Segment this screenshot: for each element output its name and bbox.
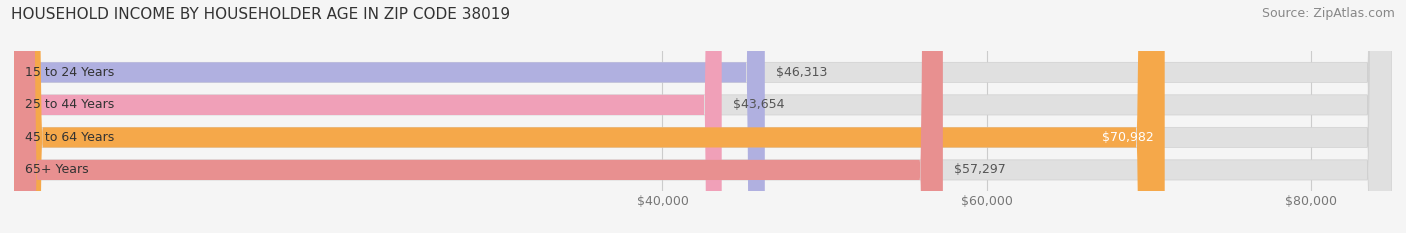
FancyBboxPatch shape — [14, 0, 1392, 233]
Text: $57,297: $57,297 — [953, 163, 1005, 176]
Text: $70,982: $70,982 — [1102, 131, 1154, 144]
FancyBboxPatch shape — [14, 0, 1164, 233]
Text: 45 to 64 Years: 45 to 64 Years — [25, 131, 114, 144]
FancyBboxPatch shape — [14, 0, 721, 233]
Text: $46,313: $46,313 — [776, 66, 827, 79]
FancyBboxPatch shape — [14, 0, 1392, 233]
FancyBboxPatch shape — [14, 0, 1392, 233]
FancyBboxPatch shape — [14, 0, 1392, 233]
Text: $43,654: $43,654 — [733, 98, 785, 111]
FancyBboxPatch shape — [14, 0, 943, 233]
Text: 65+ Years: 65+ Years — [25, 163, 89, 176]
Text: Source: ZipAtlas.com: Source: ZipAtlas.com — [1261, 7, 1395, 20]
Text: HOUSEHOLD INCOME BY HOUSEHOLDER AGE IN ZIP CODE 38019: HOUSEHOLD INCOME BY HOUSEHOLDER AGE IN Z… — [11, 7, 510, 22]
Text: 25 to 44 Years: 25 to 44 Years — [25, 98, 114, 111]
FancyBboxPatch shape — [14, 0, 765, 233]
Text: 15 to 24 Years: 15 to 24 Years — [25, 66, 114, 79]
